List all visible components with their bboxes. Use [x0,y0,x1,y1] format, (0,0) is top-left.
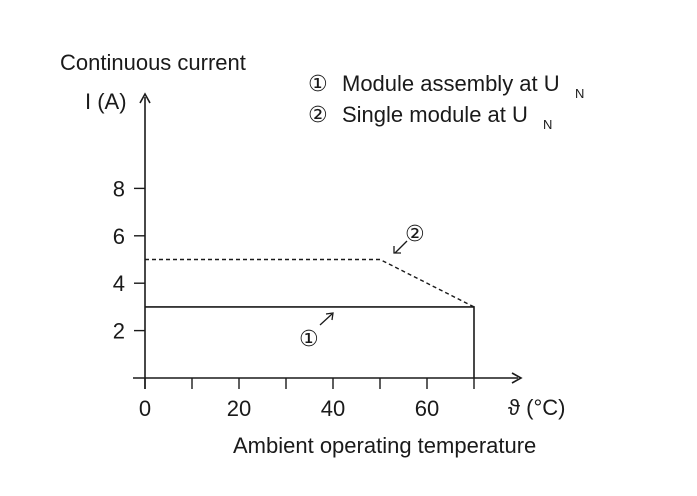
y-tick-label: 4 [113,271,125,296]
callouts: ①② [299,221,425,351]
x-tick-label: 60 [415,396,439,421]
legend-item-1: ① Module assembly at U N [308,71,584,101]
x-tick-label: 40 [321,396,345,421]
y-tick-label: 8 [113,176,125,201]
y-axis-arrow [139,92,151,104]
legend-subscript-2: N [543,117,552,132]
legend: ① Module assembly at U N ② Single module… [308,71,584,132]
axes [133,92,523,389]
legend-marker-1: ① [308,71,328,96]
y-axis-title: Continuous current [60,50,246,75]
legend-subscript-1: N [575,86,584,101]
x-axis-title: Ambient operating temperature [233,433,536,458]
legend-label-2: Single module at U [342,102,528,127]
series-line-1 [145,306,475,378]
legend-marker-2: ② [308,102,328,127]
x-axis-unit: ϑ (°C) [508,395,565,420]
y-tick-label: 6 [113,224,125,249]
callout-pointer-2 [394,240,408,254]
callout-pointer-1 [319,313,333,326]
callout-arrowhead-1 [325,312,334,321]
series-lines [145,258,475,378]
legend-label-1: Module assembly at U [342,71,560,96]
x-axis-arrow [511,372,523,384]
series-line-2 [145,258,475,308]
legend-item-2: ② Single module at U N [308,102,552,132]
y-tick-label: 2 [113,319,125,344]
x-tick-label: 0 [139,396,151,421]
callout-arrowhead-2 [393,246,401,254]
callout-marker-2: ② [405,221,425,246]
y-axis-unit: I (A) [85,89,127,114]
x-tick-label: 20 [227,396,251,421]
callout-marker-1: ① [299,326,319,351]
ticks: 0 20 40 60 2 4 6 8 [113,176,475,421]
